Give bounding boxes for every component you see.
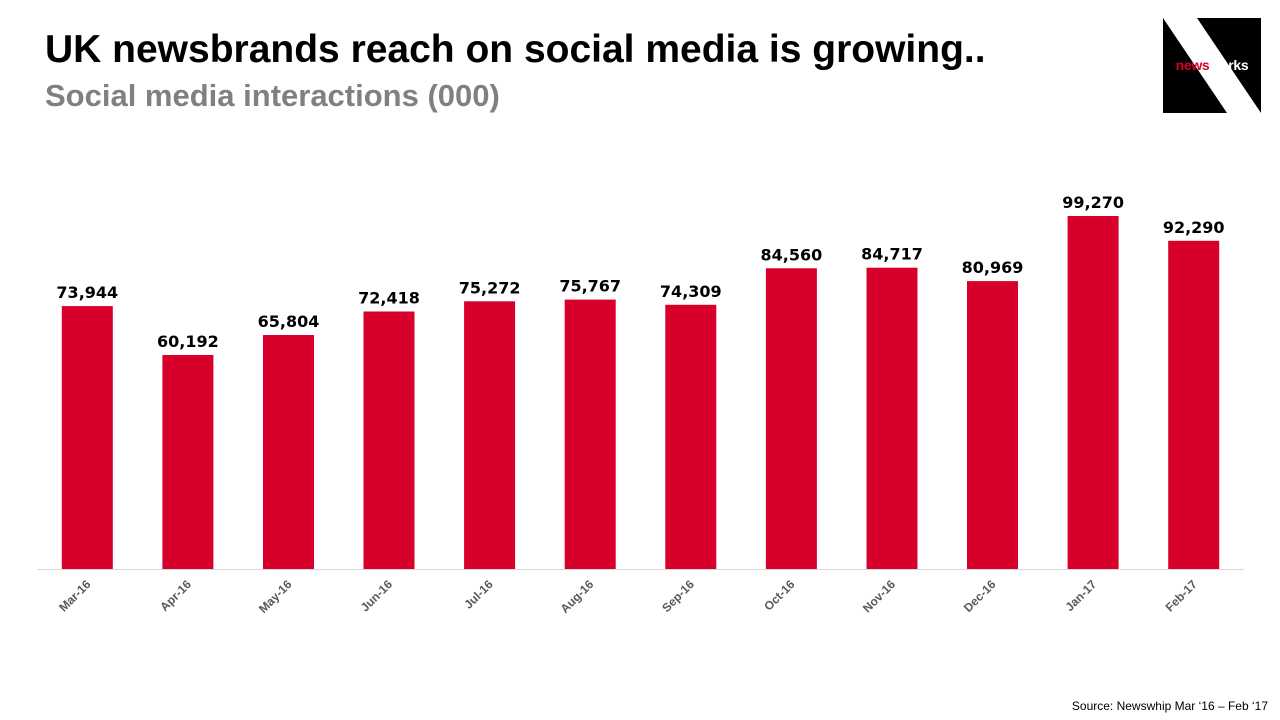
- source-note: Source: Newswhip Mar ‘16 – Feb ‘17: [1071, 699, 1268, 713]
- bar-jan-17: [1067, 216, 1119, 569]
- x-tick-label-nov-16: Nov-16: [860, 577, 898, 615]
- bar-jun-16: [363, 311, 415, 569]
- data-label-sep-16: 74,309: [660, 282, 722, 301]
- bar-aug-16: [564, 299, 616, 569]
- bar-nov-16: [866, 267, 918, 569]
- data-label-aug-16: 75,767: [559, 277, 621, 296]
- page-title: UK newsbrands reach on social media is g…: [45, 28, 986, 71]
- page-subtitle: Social media interactions (000): [45, 78, 500, 113]
- x-tick-label-oct-16: Oct-16: [761, 577, 798, 614]
- logo-letter-n-icon: [1163, 18, 1261, 113]
- bar-dec-16: [967, 281, 1018, 569]
- data-label-jun-16: 72,418: [358, 289, 420, 308]
- logo-wordmark-works: works: [1209, 57, 1249, 73]
- data-label-feb-17: 92,290: [1163, 218, 1225, 237]
- x-tick-label-apr-16: Apr-16: [157, 577, 194, 614]
- x-tick-label-aug-16: Aug-16: [558, 577, 597, 616]
- x-tick-label-sep-16: Sep-16: [659, 577, 697, 615]
- data-label-apr-16: 60,192: [157, 332, 219, 351]
- data-label-dec-16: 80,969: [962, 258, 1024, 277]
- bar-mar-16: [61, 306, 113, 569]
- x-tick-label-jul-16: Jul-16: [461, 577, 496, 612]
- data-label-mar-16: 73,944: [56, 283, 118, 302]
- bar-sep-16: [665, 304, 717, 569]
- x-tick-label-feb-17: Feb-17: [1163, 577, 1200, 614]
- newsworks-logo: newsworks: [1163, 18, 1261, 113]
- data-label-jan-17: 99,270: [1062, 193, 1124, 212]
- logo-wordmark-news: news: [1175, 57, 1210, 73]
- x-tick-label-jan-17: Jan-17: [1062, 577, 1099, 614]
- logo-wordmark: newsworks: [1166, 57, 1258, 73]
- data-label-oct-16: 84,560: [761, 245, 823, 264]
- data-label-jul-16: 75,272: [459, 278, 521, 297]
- bar-oct-16: [765, 268, 817, 569]
- x-tick-label-mar-16: Mar-16: [56, 577, 93, 614]
- x-tick-label-jun-16: Jun-16: [358, 577, 395, 614]
- bar-feb-17: [1168, 240, 1220, 570]
- data-label-nov-16: 84,717: [861, 245, 923, 264]
- bar-apr-16: [162, 355, 214, 569]
- data-label-may-16: 65,804: [258, 312, 320, 331]
- x-tick-label-dec-16: Dec-16: [961, 577, 999, 615]
- bar-jul-16: [464, 301, 516, 569]
- x-tick-label-may-16: May-16: [256, 577, 295, 616]
- bar-may-16: [263, 335, 314, 569]
